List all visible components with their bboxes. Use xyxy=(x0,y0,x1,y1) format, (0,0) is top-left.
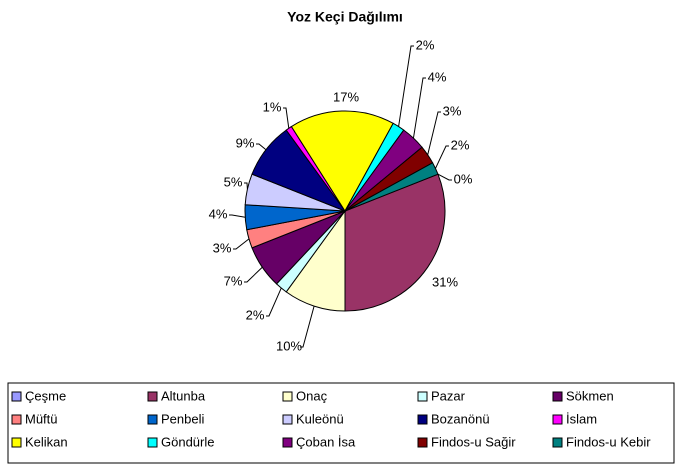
data-label: 7% xyxy=(224,273,243,288)
data-label: 9% xyxy=(236,135,255,150)
legend-swatch xyxy=(552,391,563,402)
data-label: 4% xyxy=(209,206,228,221)
data-label: 5% xyxy=(224,174,243,189)
legend-label: Çoban İsa xyxy=(296,434,356,449)
legend-swatch xyxy=(282,414,293,425)
legend-swatch xyxy=(417,437,428,448)
legend-label: Findos-u Sağir xyxy=(431,434,516,449)
legend-swatch xyxy=(147,437,158,448)
legend-swatch xyxy=(417,414,428,425)
leader-line xyxy=(412,77,426,139)
pie-slice xyxy=(344,162,439,212)
data-label: 2% xyxy=(416,37,435,52)
data-label: 1% xyxy=(263,99,282,114)
leader-line xyxy=(229,214,246,218)
leader-line xyxy=(435,145,449,169)
legend-swatch xyxy=(282,391,293,402)
data-label: 2% xyxy=(451,137,470,152)
pie-slice xyxy=(290,110,394,212)
data-label: 2% xyxy=(246,307,265,322)
legend-swatch xyxy=(11,391,22,402)
legend-label: Findos-u Kebir xyxy=(566,434,651,449)
pie-slice xyxy=(344,173,446,312)
leader-line xyxy=(300,305,315,348)
legend-label: Onaç xyxy=(296,388,328,403)
legend-label: Sökmen xyxy=(566,388,614,403)
legend-label: Kelikan xyxy=(25,434,68,449)
data-label: 4% xyxy=(428,69,447,84)
leader-line xyxy=(398,45,414,127)
data-label: 0% xyxy=(454,171,473,186)
legend-label: Penbeli xyxy=(161,411,204,426)
legend-swatch xyxy=(552,437,563,448)
legend-label: Göndürle xyxy=(161,434,214,449)
legend-swatch xyxy=(282,437,293,448)
legend-swatch xyxy=(11,414,22,425)
data-label: 31% xyxy=(432,274,458,289)
data-label: 3% xyxy=(443,103,462,118)
legend-label: Bozanönü xyxy=(431,411,490,426)
leader-line xyxy=(256,143,267,151)
legend-box xyxy=(7,382,675,464)
chart-title: Yoz Keçi Dağılımı xyxy=(287,9,403,25)
leader-line xyxy=(437,173,452,181)
legend-label: İslam xyxy=(566,411,597,426)
legend-label: Pazar xyxy=(431,388,466,403)
legend-label: Çeşme xyxy=(25,388,66,403)
legend-label: Altunba xyxy=(161,388,206,403)
legend-swatch xyxy=(11,437,22,448)
legend-swatch xyxy=(552,414,563,425)
legend-label: Müftü xyxy=(25,411,58,426)
leader-line xyxy=(244,266,263,283)
leader-line xyxy=(233,238,250,250)
leader-line xyxy=(266,287,282,317)
leader-line xyxy=(283,107,290,129)
data-label: 3% xyxy=(213,240,232,255)
legend-swatch xyxy=(147,391,158,402)
data-label: 17% xyxy=(333,89,359,104)
legend-swatch xyxy=(147,414,158,425)
legend-label: Kuleönü xyxy=(296,411,344,426)
data-label: 10% xyxy=(276,338,302,353)
legend-swatch xyxy=(417,391,428,402)
leader-line xyxy=(427,111,441,155)
leader-line xyxy=(244,182,248,190)
